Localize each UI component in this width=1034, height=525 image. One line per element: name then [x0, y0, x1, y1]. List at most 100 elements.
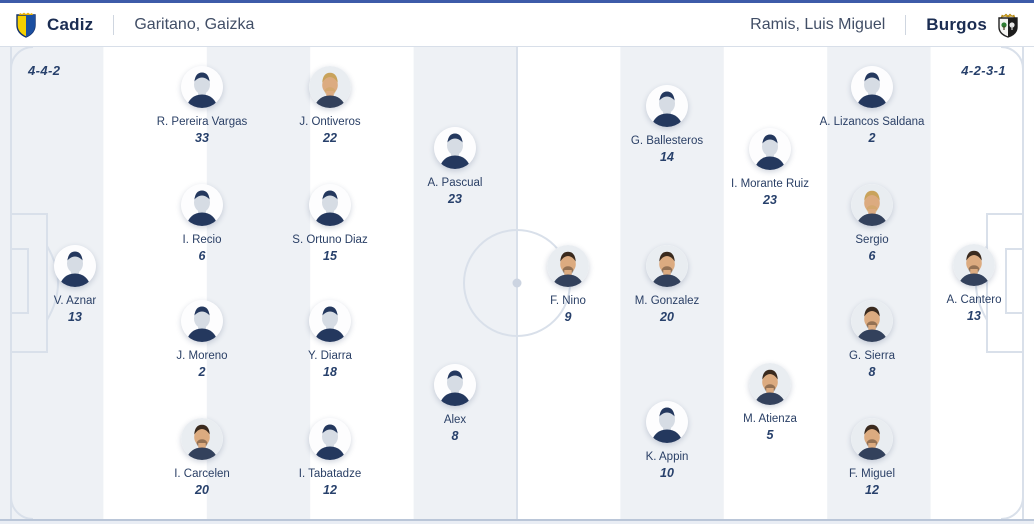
player-silhouette-icon: [309, 300, 351, 342]
player-silhouette-icon: [309, 184, 351, 226]
player-number: 2: [198, 365, 206, 379]
player-home[interactable]: I. Recio 6: [142, 184, 262, 263]
player-name: Alex: [443, 414, 467, 426]
player-name: Y. Diarra: [308, 350, 352, 362]
header: Cadiz Garitano, Gaizka Ramis, Luis Migue…: [0, 3, 1034, 47]
player-number: 33: [195, 131, 209, 145]
player-home[interactable]: J. Moreno 2: [142, 300, 262, 379]
player-number: 14: [660, 150, 674, 164]
player-name: F. Miguel: [848, 468, 896, 480]
player-away[interactable]: F. Nino 9: [508, 245, 628, 324]
player-number: 13: [967, 309, 981, 323]
player-silhouette-icon: [181, 300, 223, 342]
player-name: V. Aznar: [53, 295, 97, 307]
player-number: 12: [865, 483, 879, 497]
player-silhouette-icon: [309, 418, 351, 460]
player-name: A. Lizancos Saldana: [819, 116, 925, 128]
player-silhouette-icon: [181, 184, 223, 226]
player-name: M. Gonzalez: [634, 295, 700, 307]
player-name: J. Moreno: [176, 350, 228, 362]
player-away[interactable]: I. Morante Ruiz 23: [710, 128, 830, 207]
header-divider: [905, 14, 907, 35]
player-number: 23: [448, 192, 462, 206]
player-silhouette-icon: [646, 401, 688, 443]
player-silhouette-icon: [646, 85, 688, 127]
player-number: 22: [323, 131, 337, 145]
player-name: F. Nino: [550, 295, 586, 307]
player-away[interactable]: F. Miguel 12: [812, 418, 932, 497]
player-name: G. Ballesteros: [630, 135, 704, 147]
player-photo-avatar: [851, 418, 893, 460]
player-home[interactable]: Y. Diarra 18: [270, 300, 390, 379]
pitch-markings: [10, 47, 1024, 519]
player-photo-avatar: [646, 245, 688, 287]
player-away[interactable]: A. Cantero 13: [914, 244, 1034, 323]
player-name: G. Sierra: [848, 350, 895, 362]
home-team-block[interactable]: Cadiz Garitano, Gaizka: [14, 12, 254, 38]
player-name: J. Ontiveros: [299, 116, 361, 128]
player-name: I. Recio: [182, 234, 222, 246]
player-name: K. Appin: [645, 451, 689, 463]
home-formation-label: 4-4-2: [28, 63, 61, 78]
home-coach-name: Garitano, Gaizka: [134, 15, 255, 33]
player-home[interactable]: S. Ortuno Diaz 15: [270, 184, 390, 263]
player-home[interactable]: R. Pereira Vargas 33: [142, 66, 262, 145]
player-home[interactable]: Alex 8: [395, 364, 515, 443]
player-away[interactable]: G. Sierra 8: [812, 300, 932, 379]
player-away[interactable]: M. Atienza 5: [710, 363, 830, 442]
away-team-name[interactable]: Burgos: [926, 14, 987, 34]
player-photo-avatar: [181, 418, 223, 460]
player-number: 12: [323, 483, 337, 497]
player-number: 18: [323, 365, 337, 379]
burgos-crest-icon: [996, 12, 1020, 38]
player-away[interactable]: A. Lizancos Saldana 2: [812, 66, 932, 145]
player-photo-avatar: [309, 66, 351, 108]
player-home[interactable]: I. Carcelen 20: [142, 418, 262, 497]
player-away[interactable]: M. Gonzalez 20: [607, 245, 727, 324]
player-away[interactable]: K. Appin 10: [607, 401, 727, 480]
player-photo-avatar: [953, 244, 995, 286]
player-silhouette-icon: [749, 128, 791, 170]
player-name: A. Cantero: [946, 294, 1002, 306]
player-name: I. Morante Ruiz: [731, 178, 809, 190]
away-team-block[interactable]: Ramis, Luis Miguel Burgos: [750, 12, 1020, 38]
header-divider: [113, 14, 115, 35]
player-photo-avatar: [851, 184, 893, 226]
away-coach-name: Ramis, Luis Miguel: [750, 15, 886, 33]
player-home[interactable]: V. Aznar 13: [15, 245, 135, 324]
player-number: 10: [660, 466, 674, 480]
player-away[interactable]: G. Ballesteros 14: [607, 85, 727, 164]
home-team-name[interactable]: Cadiz: [47, 14, 94, 34]
player-name: I. Tabatadze: [298, 468, 362, 480]
player-photo-avatar: [749, 363, 791, 405]
player-name: I. Carcelen: [174, 468, 230, 480]
player-silhouette-icon: [434, 127, 476, 169]
player-name: S. Ortuno Diaz: [292, 234, 368, 246]
player-number: 2: [868, 131, 876, 145]
player-away[interactable]: Sergio 6: [812, 184, 932, 263]
player-home[interactable]: A. Pascual 23: [395, 127, 515, 206]
player-silhouette-icon: [181, 66, 223, 108]
player-silhouette-icon: [434, 364, 476, 406]
player-number: 6: [868, 249, 876, 263]
player-name: A. Pascual: [427, 177, 483, 189]
player-number: 8: [868, 365, 876, 379]
bottom-border: [0, 519, 1034, 524]
player-silhouette-icon: [851, 66, 893, 108]
player-number: 20: [195, 483, 209, 497]
pitch: 4-4-2 4-2-3-1 V. Aznar 13 R. Pereira Varga…: [0, 47, 1034, 519]
player-number: 23: [763, 193, 777, 207]
player-number: 15: [323, 249, 337, 263]
player-number: 5: [766, 428, 774, 442]
player-photo-avatar: [851, 300, 893, 342]
player-home[interactable]: J. Ontiveros 22: [270, 66, 390, 145]
player-number: 20: [660, 310, 674, 324]
top-accent-bar: [0, 0, 1034, 3]
player-number: 8: [451, 429, 459, 443]
away-formation-label: 4-2-3-1: [961, 63, 1006, 78]
player-number: 13: [68, 310, 82, 324]
player-photo-avatar: [547, 245, 589, 287]
player-home[interactable]: I. Tabatadze 12: [270, 418, 390, 497]
cadiz-crest-icon: [14, 12, 38, 38]
